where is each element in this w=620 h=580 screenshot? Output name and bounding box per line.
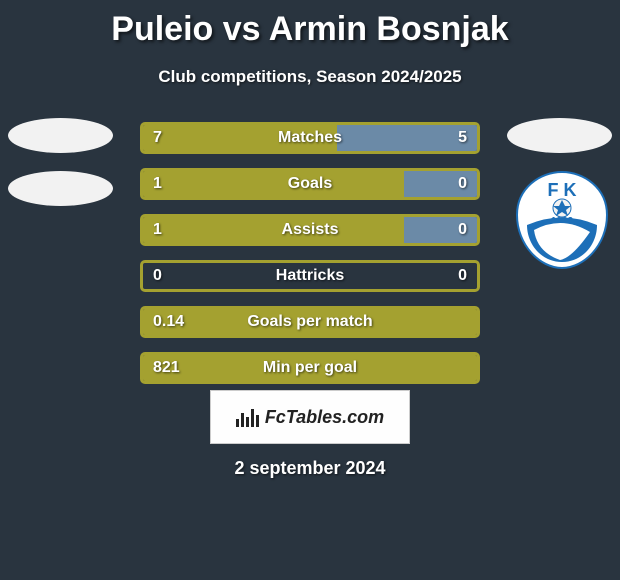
subtitle: Club competitions, Season 2024/2025 [0,67,620,87]
club-shield-icon: F K 1922 [512,170,612,270]
stat-left-value: 0 [153,267,162,285]
stat-right-value: 0 [458,267,467,285]
stat-label: Goals per match [247,313,372,331]
ellipse-icon [507,118,612,153]
stats-container: 7 5 Matches 1 0 Goals 1 0 Assists 0 0 Hattricks 0.14… [140,122,480,398]
stat-row: 0 0 Hattricks [140,260,480,292]
stat-row: 821 Min per goal [140,352,480,384]
stat-left-value: 1 [153,175,162,193]
stat-left-value: 7 [153,129,162,147]
player-left-placeholder [8,118,113,206]
page-title: Puleio vs Armin Bosnjak [0,0,620,49]
player-right-placeholder [507,118,612,153]
stat-left-value: 0.14 [153,313,184,331]
date-label: 2 september 2024 [234,458,385,479]
stat-right-seg [337,125,477,151]
stat-right-value: 5 [458,129,467,147]
ellipse-icon [8,171,113,206]
bars-icon [236,407,259,427]
stat-left-value: 821 [153,359,180,377]
stat-label: Min per goal [263,359,357,377]
stat-left-seg [143,171,404,197]
ellipse-icon [8,118,113,153]
stat-row: 7 5 Matches [140,122,480,154]
stat-label: Hattricks [276,267,344,285]
stat-row: 1 0 Goals [140,168,480,200]
stat-row: 1 0 Assists [140,214,480,246]
stat-label: Assists [282,221,339,239]
svg-text:F K: F K [548,180,577,200]
stat-left-value: 1 [153,221,162,239]
stat-right-value: 0 [458,175,467,193]
stat-row: 0.14 Goals per match [140,306,480,338]
fctables-label: FcTables.com [265,407,384,428]
stat-label: Matches [278,129,342,147]
stat-right-value: 0 [458,221,467,239]
stat-label: Goals [288,175,332,193]
fctables-badge: FcTables.com [210,390,410,444]
stat-left-seg [143,217,404,243]
